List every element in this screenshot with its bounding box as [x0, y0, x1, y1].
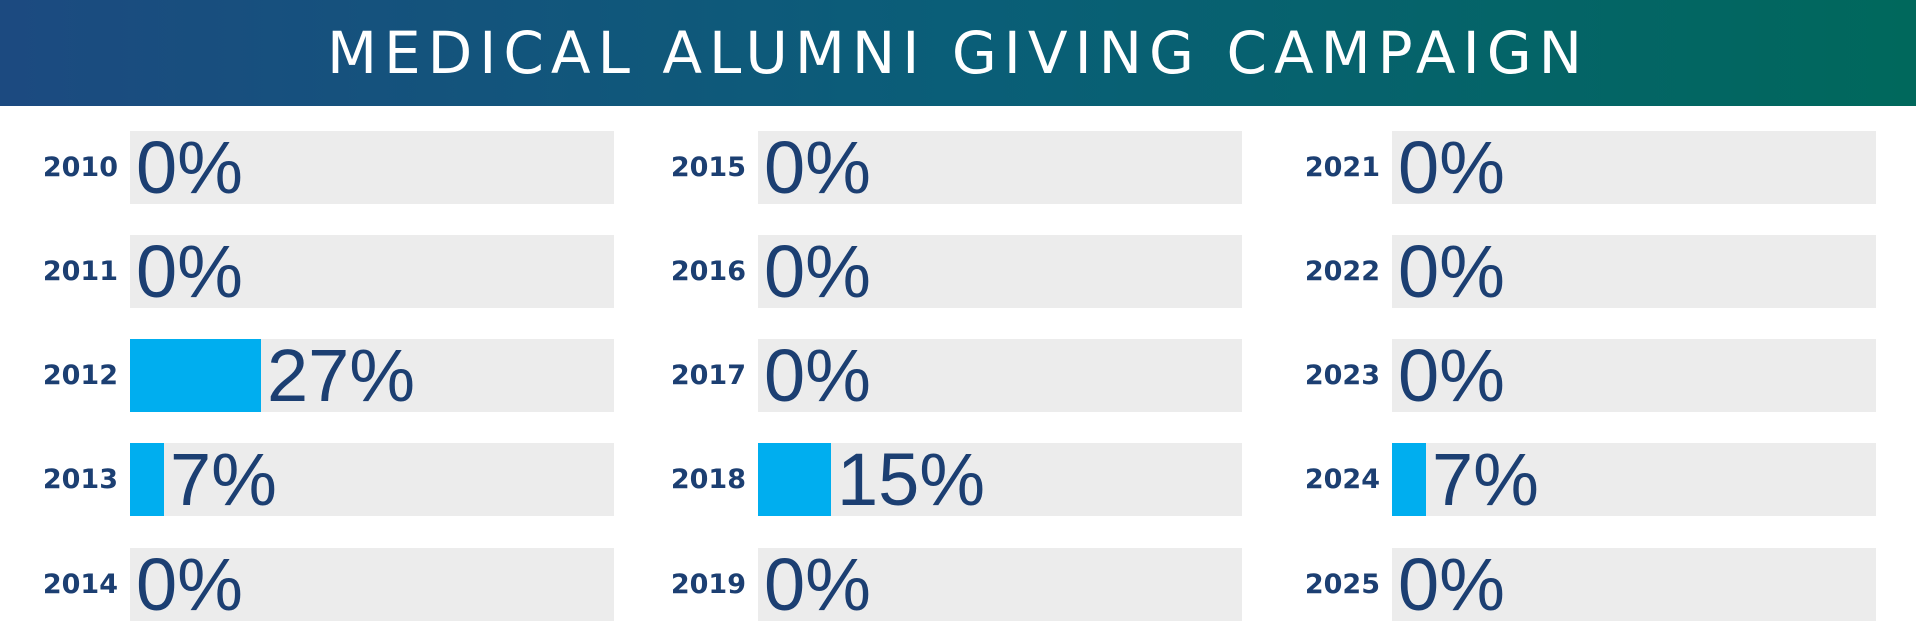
year-label: 2012: [42, 360, 118, 391]
percent-label: 7%: [170, 437, 277, 521]
percent-label: 0%: [764, 125, 871, 209]
year-label: 2025: [1304, 569, 1380, 600]
percent-label: 0%: [1398, 333, 1505, 417]
bar-fill: [1392, 443, 1426, 516]
year-label: 2010: [42, 152, 118, 183]
percent-label: 27%: [267, 333, 416, 417]
year-label: 2017: [670, 360, 746, 391]
percent-label: 0%: [136, 542, 243, 626]
percent-label: 0%: [764, 542, 871, 626]
bar-track: [758, 131, 1242, 204]
bar-track: [130, 548, 614, 621]
percent-label: 0%: [1398, 542, 1505, 626]
year-label: 2014: [42, 569, 118, 600]
bar-track: [1392, 443, 1876, 516]
bar-track: [758, 339, 1242, 412]
percent-label: 0%: [1398, 229, 1505, 313]
bar-track: [1392, 548, 1876, 621]
percent-label: 0%: [764, 229, 871, 313]
percent-label: 0%: [1398, 125, 1505, 209]
bar-track: [130, 443, 614, 516]
campaign-header: MEDICAL ALUMNI GIVING CAMPAIGN: [0, 0, 1916, 106]
year-label: 2011: [42, 256, 118, 287]
percent-label: 0%: [136, 125, 243, 209]
bar-fill: [758, 443, 831, 516]
percent-label: 0%: [764, 333, 871, 417]
year-label: 2016: [670, 256, 746, 287]
year-label: 2015: [670, 152, 746, 183]
bar-fill: [130, 443, 164, 516]
bar-track: [130, 339, 614, 412]
bar-track: [130, 235, 614, 308]
bar-track: [1392, 339, 1876, 412]
bar-track: [1392, 131, 1876, 204]
bar-fill: [130, 339, 261, 412]
year-label: 2021: [1304, 152, 1380, 183]
percent-label: 0%: [136, 229, 243, 313]
percent-label: 7%: [1432, 437, 1539, 521]
year-label: 2019: [670, 569, 746, 600]
year-label: 2013: [42, 464, 118, 495]
bar-track: [758, 443, 1242, 516]
percent-label: 15%: [837, 437, 986, 521]
bar-track: [1392, 235, 1876, 308]
bar-track: [758, 548, 1242, 621]
bar-track: [130, 131, 614, 204]
year-label: 2024: [1304, 464, 1380, 495]
year-label: 2022: [1304, 256, 1380, 287]
bar-track: [758, 235, 1242, 308]
year-label: 2023: [1304, 360, 1380, 391]
page-title: MEDICAL ALUMNI GIVING CAMPAIGN: [326, 19, 1590, 87]
year-label: 2018: [670, 464, 746, 495]
